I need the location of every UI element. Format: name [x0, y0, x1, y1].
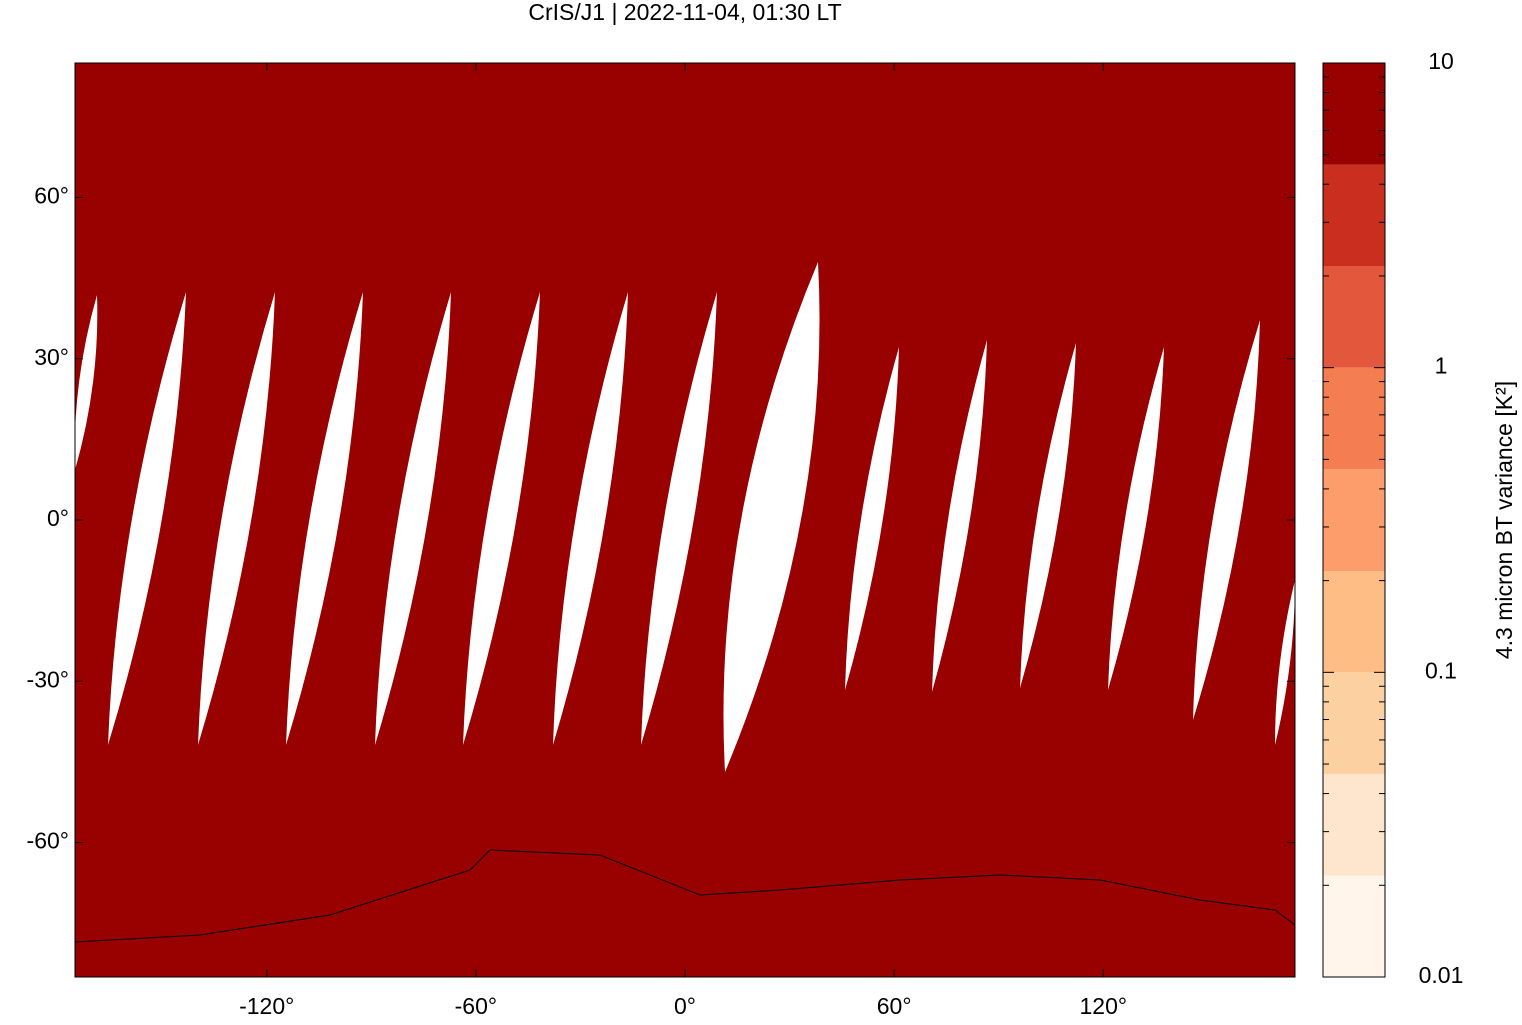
- colorbar-band: [1323, 469, 1385, 572]
- colorbar-tick-label: 0.1: [1425, 657, 1457, 683]
- no-data-swath: [1193, 320, 1260, 720]
- colorbar-band: [1323, 773, 1385, 876]
- no-data-swath: [1275, 580, 1295, 745]
- x-tick-label: 60°: [877, 993, 912, 1019]
- x-tick-label: 120°: [1079, 993, 1127, 1019]
- no-data-swath: [641, 292, 717, 745]
- colorbar-tick-label: 10: [1428, 48, 1454, 74]
- no-data-swath: [108, 292, 186, 745]
- no-data-swath: [932, 340, 987, 692]
- no-data-swath: [553, 292, 628, 745]
- no-data-swath: [463, 292, 540, 745]
- colorbar-band: [1323, 266, 1385, 368]
- no-data-swath: [1108, 347, 1164, 690]
- y-tick-label: 30°: [34, 344, 69, 370]
- no-data-swath: [74, 295, 98, 470]
- colorbar-frame: [1322, 62, 1386, 978]
- no-data-swath: [375, 292, 451, 745]
- y-tick-label: 60°: [34, 182, 69, 208]
- colorbar-band: [1323, 571, 1385, 673]
- no-data-swath: [1020, 343, 1076, 688]
- no-data-swath: [845, 347, 899, 690]
- colorbar-tick-label: 1: [1435, 353, 1448, 379]
- colorbar-band: [1323, 672, 1385, 774]
- y-tick-label: -30°: [27, 666, 69, 692]
- x-tick-label: -120°: [239, 993, 294, 1019]
- coastline: [74, 849, 1296, 943]
- colorbar-tick-label: 0.01: [1419, 962, 1464, 988]
- no-data-swath: [198, 292, 275, 745]
- colorbar-band: [1323, 875, 1385, 977]
- x-tick-label: 0°: [674, 993, 696, 1019]
- colorbar-band: [1323, 367, 1385, 470]
- y-tick-label: -60°: [27, 828, 69, 854]
- colorbar-band: [1323, 63, 1385, 165]
- colorbar-label: 4.3 micron BT variance [K²]: [1491, 381, 1517, 659]
- x-tick-label: -60°: [455, 993, 497, 1019]
- colorbar-band: [1323, 164, 1385, 267]
- chart-title: CrIS/J1 | 2022-11-04, 01:30 LT: [528, 0, 841, 25]
- y-tick-label: 0°: [47, 505, 69, 531]
- no-data-swath: [286, 292, 363, 745]
- no-data-swath: [723, 262, 820, 772]
